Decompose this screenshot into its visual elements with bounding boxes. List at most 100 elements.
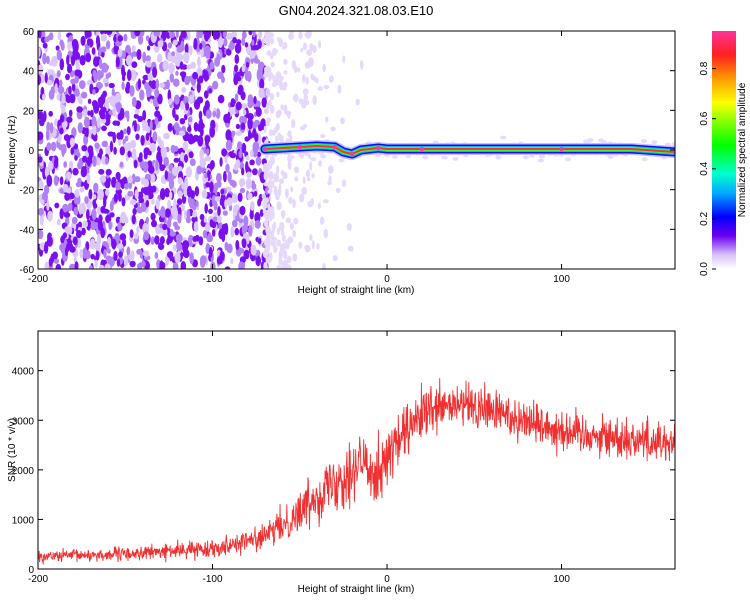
- noise-speckle: [282, 86, 287, 91]
- ridge-haze: [539, 154, 546, 159]
- noise-speckle: [204, 135, 211, 144]
- noise-speckle: [151, 219, 157, 228]
- noise-speckle: [306, 31, 311, 39]
- x-tick-label: -100: [203, 574, 223, 585]
- noise-speckle: [208, 208, 213, 214]
- noise-speckle: [79, 80, 86, 90]
- noise-speckle: [164, 170, 168, 180]
- noise-speckle: [160, 146, 167, 156]
- noise-speckle: [113, 44, 120, 55]
- noise-speckle: [74, 261, 79, 269]
- noise-speckle: [277, 187, 282, 197]
- noise-speckle: [61, 104, 66, 114]
- noise-speckle: [153, 131, 157, 141]
- noise-speckle: [113, 193, 118, 203]
- noise-speckle: [187, 126, 192, 133]
- noise-speckle: [283, 70, 288, 75]
- noise-speckle: [256, 151, 262, 158]
- noise-speckle: [172, 107, 176, 118]
- noise-speckle: [66, 63, 73, 74]
- noise-speckle: [47, 34, 53, 41]
- noise-speckle: [342, 55, 346, 64]
- noise-speckle: [126, 81, 131, 90]
- noise-speckle: [38, 109, 41, 119]
- noise-speckle: [263, 73, 268, 79]
- ridge-haze: [422, 155, 429, 160]
- noise-speckle: [245, 161, 249, 173]
- noise-speckle: [327, 165, 334, 174]
- noise-speckle: [74, 40, 79, 53]
- noise-speckle: [291, 118, 296, 129]
- noise-speckle: [71, 128, 76, 136]
- noise-speckle: [286, 264, 292, 269]
- noise-speckle: [134, 176, 141, 183]
- noise-speckle: [97, 69, 102, 82]
- noise-speckle: [140, 135, 145, 146]
- noise-speckle: [219, 197, 224, 206]
- ridge-haze: [641, 139, 648, 143]
- noise-speckle: [155, 159, 159, 171]
- noise-speckle: [142, 222, 150, 235]
- noise-speckle: [221, 148, 228, 157]
- ridge-haze: [671, 142, 675, 147]
- noise-speckle: [157, 93, 163, 105]
- spectrogram-y-label: Frequency (Hz): [7, 116, 18, 185]
- noise-speckle: [323, 228, 328, 239]
- noise-speckle: [268, 187, 273, 195]
- noise-speckle: [124, 135, 129, 142]
- noise-speckle: [77, 237, 82, 249]
- noise-speckle: [175, 31, 179, 38]
- noise-speckle: [46, 55, 50, 65]
- noise-speckle: [88, 189, 93, 200]
- noise-speckle: [271, 129, 276, 136]
- noise-speckle: [154, 251, 159, 260]
- noise-speckle: [236, 40, 241, 52]
- noise-speckle: [289, 31, 294, 36]
- noise-speckle: [136, 226, 140, 234]
- noise-speckle: [69, 246, 76, 253]
- noise-speckle: [196, 165, 203, 175]
- noise-speckle: [93, 194, 97, 200]
- noise-speckle: [240, 103, 248, 109]
- noise-speckle: [215, 108, 221, 119]
- y-tick-label: 0: [28, 146, 34, 157]
- noise-speckle: [142, 161, 149, 173]
- noise-speckle: [38, 64, 44, 74]
- noise-speckle: [119, 146, 126, 156]
- noise-speckle: [175, 129, 180, 136]
- noise-speckle: [196, 96, 204, 104]
- noise-speckle: [115, 181, 121, 191]
- noise-speckle: [59, 79, 63, 87]
- noise-speckle: [192, 236, 198, 242]
- noise-speckle: [230, 102, 235, 108]
- noise-speckle: [282, 45, 286, 50]
- noise-speckle: [302, 42, 307, 51]
- noise-speckle: [98, 214, 103, 223]
- noise-speckle: [184, 154, 188, 163]
- noise-speckle: [155, 198, 160, 210]
- noise-speckle: [70, 147, 75, 155]
- noise-speckle: [54, 83, 58, 94]
- noise-speckle: [200, 255, 207, 265]
- noise-speckle: [68, 85, 72, 95]
- x-tick-label: 100: [553, 274, 570, 285]
- ridge-haze: [320, 154, 327, 159]
- noise-speckle: [94, 142, 100, 149]
- noise-speckle: [94, 187, 98, 193]
- noise-speckle: [67, 202, 73, 212]
- noise-speckle: [287, 111, 291, 120]
- noise-speckle: [272, 221, 277, 230]
- ridge-peak: [559, 146, 564, 152]
- noise-speckle: [99, 264, 105, 269]
- noise-speckle: [179, 118, 186, 125]
- noise-speckle: [292, 93, 299, 103]
- noise-speckle: [319, 216, 325, 225]
- noise-speckle: [158, 242, 163, 250]
- noise-speckle: [137, 34, 144, 45]
- noise-speckle: [117, 48, 123, 58]
- noise-speckle: [264, 237, 269, 248]
- noise-speckle: [276, 227, 280, 235]
- y-tick-label: 2000: [12, 466, 35, 477]
- noise-speckle: [105, 168, 112, 176]
